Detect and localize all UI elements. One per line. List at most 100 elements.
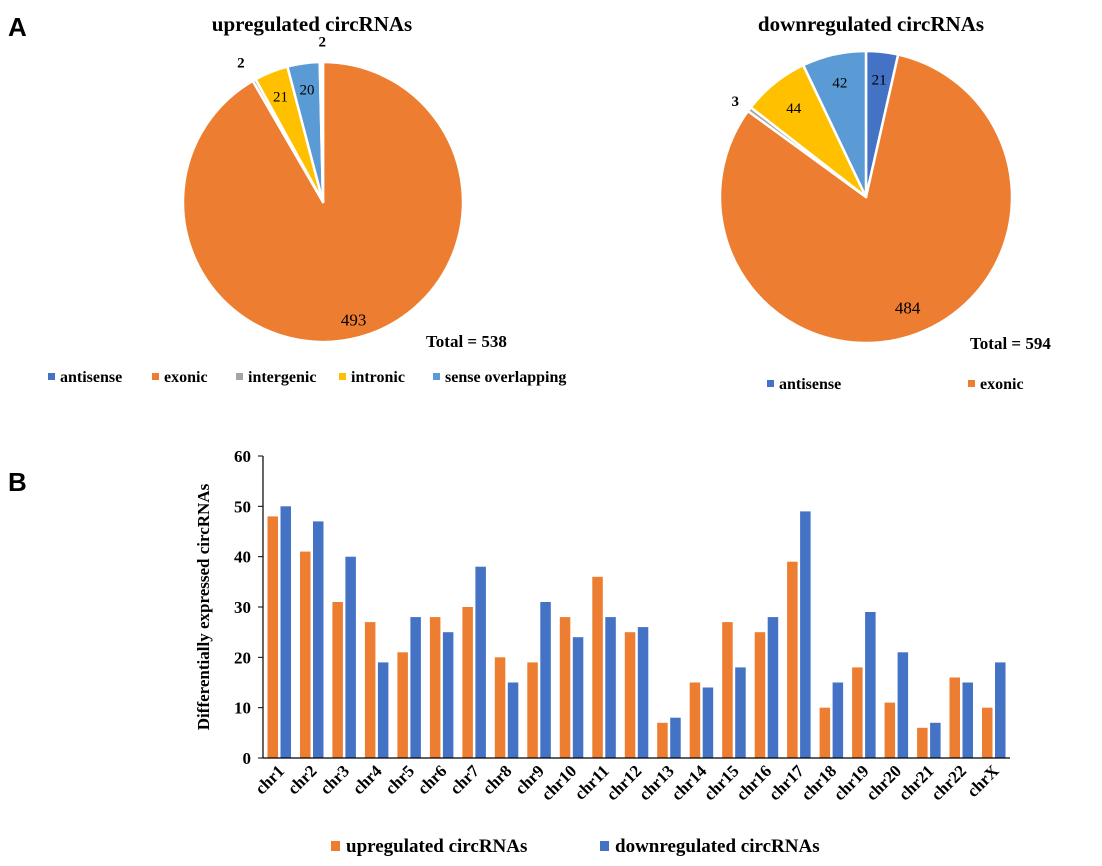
legend-swatch-upregulated xyxy=(331,841,340,851)
bar-down-chr1 xyxy=(280,506,291,758)
legend-label-intergenic: intergenic xyxy=(248,369,316,386)
data-label-gap-5: 2 xyxy=(318,35,326,51)
bar-down-chr2 xyxy=(313,521,324,758)
bar-up-chr6 xyxy=(429,617,441,758)
bar-up-chr17 xyxy=(787,561,798,758)
x-tick-label-chr20: chr20 xyxy=(862,761,905,804)
y-tick-label-50: 50 xyxy=(234,497,251,516)
bar-up-chr7 xyxy=(462,607,473,758)
legend-swatch-exonic xyxy=(152,373,159,380)
legend-label-exonic: exonic xyxy=(164,369,208,386)
bar-up-chr8 xyxy=(494,657,506,758)
data-label-antisense-0: 21 xyxy=(872,73,887,89)
data-label-exonic-1: 493 xyxy=(341,311,367,330)
pie-title-downregulated: downregulated circRNAs xyxy=(758,12,984,36)
legend-label-antisense: antisense xyxy=(60,369,122,386)
pie-chart-downregulated: downregulated circRNAs 21 484 3 44 42 Total … xyxy=(718,12,1051,393)
data-label-sense-overlapping-4: 42 xyxy=(832,76,847,92)
bar-up-chr10 xyxy=(559,617,571,758)
data-label-intergenic-2: 3 xyxy=(731,94,739,110)
panel-label-b: B xyxy=(8,467,27,497)
data-label-intronic-3: 21 xyxy=(273,89,288,105)
x-tick-label-chr2: chr2 xyxy=(284,761,321,798)
bar-up-chr20 xyxy=(884,702,896,758)
legend-label-exonic: exonic xyxy=(980,376,1024,393)
bar-down-chr13 xyxy=(670,717,681,758)
legend-swatch-intergenic xyxy=(236,373,243,380)
x-tick-label-chr18: chr18 xyxy=(797,761,840,804)
bar-down-chr18 xyxy=(832,682,844,758)
pie-title-upregulated: upregulated circRNAs xyxy=(212,12,412,36)
legend-label-intronic: intronic xyxy=(351,369,405,386)
panel-label-a: A xyxy=(8,12,27,42)
y-tick-label-20: 20 xyxy=(234,648,251,667)
legend-label-antisense: antisense xyxy=(779,376,841,393)
legend-swatch-antisense xyxy=(767,380,774,387)
bar-chart-chromosomes: Differentially expressed circRNAs 0 10 20 3… xyxy=(194,447,1010,857)
bar-up-chr5 xyxy=(397,652,408,758)
bar-down-chr7 xyxy=(475,566,486,758)
x-tick-label-chr13: chr13 xyxy=(635,761,678,804)
x-tick-label-chr3: chr3 xyxy=(316,761,353,798)
bar-down-chr11 xyxy=(605,617,616,758)
y-axis-label: Differentially expressed circRNAs xyxy=(194,483,213,730)
pie-slice-exonic-1 xyxy=(718,53,1014,345)
bar-up-chrX xyxy=(982,707,993,758)
x-tick-label-chr10: chr10 xyxy=(538,761,581,804)
bar-down-chr9 xyxy=(540,602,551,758)
x-tick-label-chr12: chr12 xyxy=(603,761,646,804)
pie-slice-gap-5 xyxy=(318,60,325,204)
legend-swatch-sense-overlapping xyxy=(433,373,440,380)
data-label-intronic-3: 44 xyxy=(786,101,802,117)
pie-chart-upregulated: upregulated circRNAs 493 2 21 20 2 Total = 5… xyxy=(48,12,566,386)
bar-down-chr22 xyxy=(962,682,973,758)
data-label-sense-overlapping-4: 20 xyxy=(300,82,315,98)
bar-up-chr21 xyxy=(917,727,928,758)
bar-up-chr15 xyxy=(722,622,733,758)
legend-swatch-exonic xyxy=(968,380,975,387)
bar-up-chr14 xyxy=(689,682,701,758)
y-tick-label-10: 10 xyxy=(234,699,251,718)
x-tick-label-chr14: chr14 xyxy=(668,761,711,804)
data-label-intergenic-2: 2 xyxy=(237,56,245,72)
x-tick-label-chr6: chr6 xyxy=(414,761,451,798)
x-tick-label-chr21: chr21 xyxy=(895,761,938,804)
y-tick-label-60: 60 xyxy=(234,447,251,466)
x-tick-label-chr15: chr15 xyxy=(700,761,743,804)
x-tick-label-chr16: chr16 xyxy=(732,761,775,804)
bar-up-chr11 xyxy=(592,576,603,758)
bar-down-chr20 xyxy=(897,652,909,758)
bar-up-chr12 xyxy=(624,632,636,758)
x-tick-label-chr22: chr22 xyxy=(927,761,970,804)
legend-swatch-downregulated xyxy=(600,841,609,851)
pie-slice-sense-overlapping-4 xyxy=(802,49,868,199)
legend-swatch-intronic xyxy=(339,373,346,380)
x-tick-label-chr5: chr5 xyxy=(381,761,418,798)
x-tick-label-chr11: chr11 xyxy=(571,761,613,803)
bar-up-chr22 xyxy=(949,677,960,758)
bar-up-chr3 xyxy=(332,602,343,758)
total-label-downregulated: Total = 594 xyxy=(970,334,1051,353)
x-tick-label-chr8: chr8 xyxy=(479,761,516,798)
bar-down-chrX xyxy=(995,662,1006,758)
bar-down-chr16 xyxy=(767,617,779,758)
total-label-upregulated: Total = 538 xyxy=(426,332,507,351)
bar-down-chr5 xyxy=(410,617,421,758)
bar-up-chr9 xyxy=(527,662,538,758)
bar-up-chr4 xyxy=(364,622,376,758)
bar-up-chr13 xyxy=(657,722,668,758)
x-tick-label-chrX: chrX xyxy=(963,761,1003,801)
x-tick-label-chr17: chr17 xyxy=(765,761,808,804)
y-tick-label-30: 30 xyxy=(234,598,251,617)
bar-up-chr18 xyxy=(819,707,831,758)
bar-down-chr10 xyxy=(572,637,584,758)
bar-down-chr21 xyxy=(930,722,941,758)
x-tick-label-chr4: chr4 xyxy=(349,761,386,798)
bar-down-chr12 xyxy=(637,627,649,758)
bar-up-chr16 xyxy=(754,632,766,758)
bar-down-chr14 xyxy=(702,687,714,758)
bar-down-chr19 xyxy=(865,612,876,758)
bar-up-chr19 xyxy=(852,667,863,758)
legend-swatch-antisense xyxy=(48,373,55,380)
